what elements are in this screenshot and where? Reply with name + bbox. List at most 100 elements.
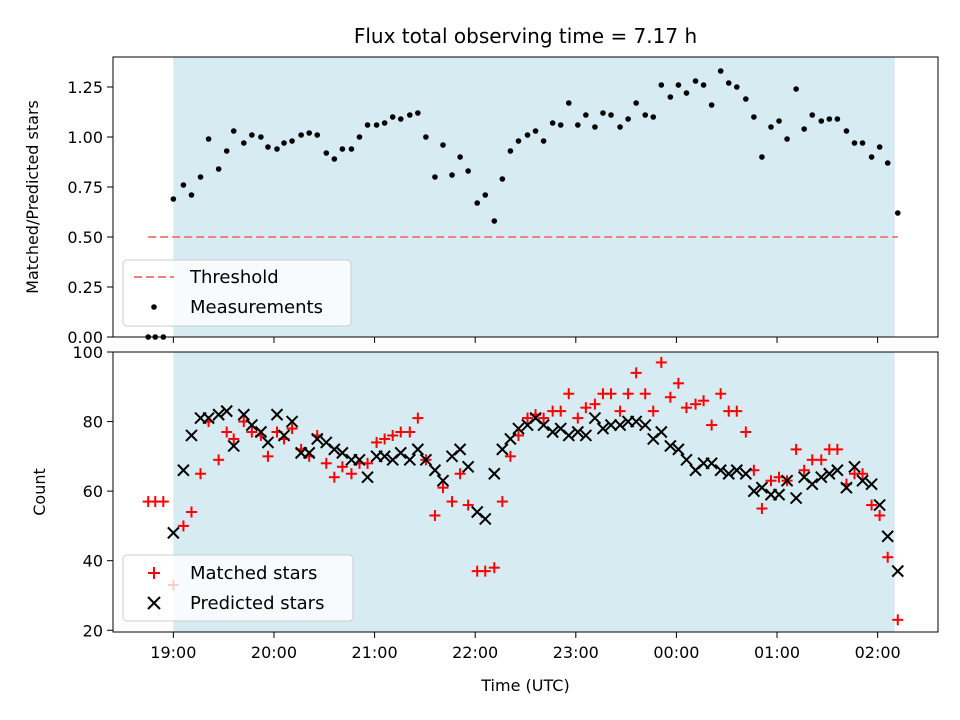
predicted-star-point xyxy=(220,404,233,418)
y-tick-label: 40 xyxy=(83,552,103,571)
measurement-point xyxy=(298,132,304,138)
predicted-star-point xyxy=(815,471,828,484)
matched-star-point xyxy=(320,457,332,469)
predicted-star-point xyxy=(579,429,593,442)
predicted-x-b xyxy=(403,453,417,467)
predicted-x-b xyxy=(311,432,324,446)
measurement-point xyxy=(743,96,749,102)
predicted-star-point xyxy=(185,429,198,442)
chart-title: Flux total observing time = 7.17 h xyxy=(354,24,697,48)
matched-star-point xyxy=(462,499,474,511)
measurement-point xyxy=(625,116,631,122)
predicted-x-b xyxy=(546,425,559,439)
predicted-x-b xyxy=(848,460,861,473)
measurement-point xyxy=(843,128,850,134)
predicted-x-b xyxy=(185,429,198,442)
matched-star-point xyxy=(446,496,458,508)
x-tick-label: 23:00 xyxy=(553,643,599,662)
measurement-point xyxy=(868,154,875,160)
matched-star-point xyxy=(614,405,626,417)
matched-star-point xyxy=(454,468,466,480)
measurement-point xyxy=(323,150,330,156)
predicted-x-b xyxy=(529,411,542,425)
predicted-star-point xyxy=(739,467,753,480)
matched-star-point xyxy=(647,405,659,417)
measurement-point xyxy=(617,124,623,130)
predicted-x-b xyxy=(579,429,593,442)
measurement-point xyxy=(834,116,841,122)
matched-star-point xyxy=(892,614,904,626)
predicted-star-point xyxy=(789,491,803,505)
matched-star-point xyxy=(857,468,869,480)
predicted-x-b xyxy=(504,432,517,446)
ratio-plot-marks xyxy=(145,68,901,340)
predicted-star-point xyxy=(823,467,836,480)
predicted-star-point xyxy=(747,484,761,498)
predicted-x-b xyxy=(629,415,643,428)
matched-star-point xyxy=(706,419,718,431)
predicted-x-b xyxy=(394,446,407,460)
legend-measurement-swatch xyxy=(151,304,157,310)
predicted-x-b xyxy=(554,422,567,435)
x-tick-label: 02:00 xyxy=(855,643,901,662)
y-tick-label: 60 xyxy=(83,482,103,501)
predicted-x-b xyxy=(488,467,501,480)
matched-star-point xyxy=(815,454,827,466)
measurement-point xyxy=(884,160,891,166)
predicted-star-point xyxy=(639,418,652,432)
predicted-x-b xyxy=(471,505,484,519)
predicted-star-point xyxy=(378,450,391,463)
matched-star-point xyxy=(522,412,534,424)
predicted-x-b xyxy=(772,488,786,501)
predicted-star-point xyxy=(873,498,886,512)
legend-measurement-label: Measurements xyxy=(190,297,323,318)
measurement-point xyxy=(717,68,724,74)
predicted-x-b xyxy=(177,464,190,477)
measurement-point xyxy=(197,174,204,180)
predicted-star-point xyxy=(436,474,450,487)
measurement-point xyxy=(331,156,338,162)
predicted-x-b xyxy=(739,467,753,480)
predicted-x-b xyxy=(831,464,844,477)
predicted-star-point xyxy=(881,530,894,543)
measurement-point xyxy=(768,124,774,130)
legend-matched-swatch xyxy=(148,567,160,579)
measurement-point xyxy=(215,166,222,172)
predicted-star-point xyxy=(613,418,627,432)
predicted-star-point xyxy=(202,411,215,425)
predicted-x-b xyxy=(780,474,794,487)
matched-star-point xyxy=(345,468,357,480)
predicted-x-b xyxy=(604,418,618,432)
matched-star-point xyxy=(412,412,424,424)
predicted-star-point xyxy=(302,446,316,460)
matched-star-point xyxy=(605,388,617,400)
matched-star-point xyxy=(572,412,584,424)
matched-star-point xyxy=(874,509,886,521)
measurement-point xyxy=(274,146,280,152)
predicted-x-b xyxy=(419,453,433,467)
matched-star-point xyxy=(882,551,894,563)
matched-star-point xyxy=(589,398,601,410)
measurement-point xyxy=(339,146,346,152)
predicted-star-point xyxy=(856,474,869,487)
measurement-point xyxy=(692,78,699,84)
matched-star-point xyxy=(639,388,651,400)
x-tick-label: 01:00 xyxy=(754,643,800,662)
ratio-axes-frame xyxy=(112,56,939,338)
measurement-point xyxy=(406,112,413,118)
measurement-point xyxy=(532,128,539,134)
legend-threshold-label: Threshold xyxy=(189,267,279,288)
legend-matched-label: Matched stars xyxy=(190,563,317,584)
measurement-point xyxy=(482,192,489,198)
predicted-x-b xyxy=(512,422,525,435)
predicted-star-point xyxy=(730,464,743,477)
predicted-star-point xyxy=(891,564,904,578)
predicted-star-point xyxy=(562,429,575,442)
measurement-point xyxy=(356,134,363,140)
y-tick-label: 0.25 xyxy=(67,278,103,297)
matched-star-point xyxy=(221,426,233,438)
legend-predicted-swatch xyxy=(147,596,161,610)
measurement-point xyxy=(457,154,463,160)
y-tick-label: 1.25 xyxy=(67,78,103,97)
